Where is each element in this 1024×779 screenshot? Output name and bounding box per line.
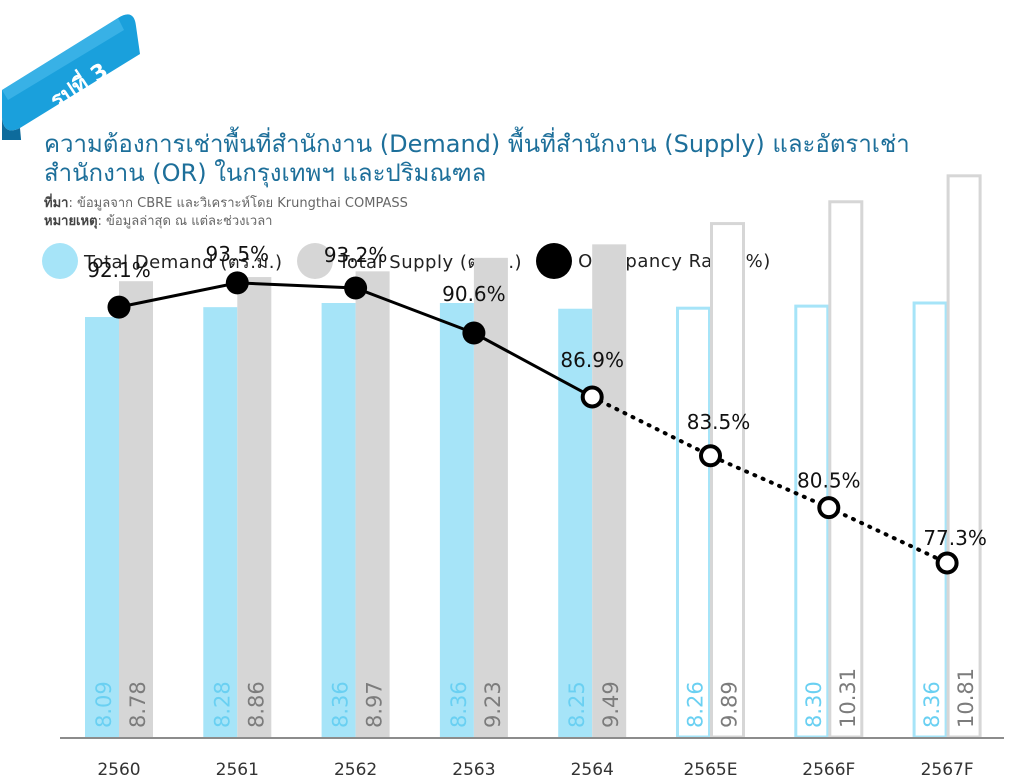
x-tick-label: 2560 [97, 760, 140, 779]
x-tick-label: 2566F [802, 760, 855, 779]
occupancy-point [699, 444, 722, 468]
supply-value-label: 10.31 [836, 668, 860, 728]
occupancy-point [107, 295, 131, 319]
supply-value-label: 8.97 [363, 681, 387, 728]
demand-bar [912, 301, 948, 739]
legend-item-demand: Total Demand (ตร.ม.) [42, 243, 283, 279]
occupancy-point [225, 271, 249, 295]
demand-value-label: 8.26 [684, 681, 708, 728]
supply-bar [355, 271, 390, 737]
occupancy-value-label: 80.5% [797, 469, 861, 493]
x-tick-label: 2565E [683, 760, 737, 779]
note-label: หมายเหตุ [44, 214, 98, 229]
demand-bar [321, 303, 356, 737]
occupancy-value-label: 86.9% [560, 348, 624, 372]
demand-bar [439, 303, 474, 737]
occupancy-point [462, 321, 486, 345]
occupancy-point [935, 551, 959, 575]
chart-title: ความต้องการเช่าพื้นที่สำนักงาน (Demand) … [44, 130, 910, 187]
supply-bar [946, 174, 982, 739]
demand-value-label: 8.36 [920, 681, 944, 728]
occupancy-point [817, 496, 841, 520]
demand-bar [85, 317, 119, 737]
occupancy-point [580, 385, 604, 409]
supply-value-label: 8.78 [126, 681, 150, 728]
source-label: ที่มา [44, 196, 69, 211]
demand-bar [676, 306, 711, 739]
supply-bar [710, 222, 745, 739]
demand-value-label: 8.25 [565, 681, 589, 728]
x-tick-label: 2567F [921, 760, 974, 779]
demand-bar [558, 308, 593, 737]
note-text: : ข้อมูลล่าสุด ณ แต่ละช่วงเวลา [97, 214, 273, 229]
occupancy-value-label: 93.5% [206, 242, 270, 266]
supply-bar [592, 244, 627, 737]
note-line: หมายเหตุ: ข้อมูลล่าสุด ณ แต่ละช่วงเวลา [44, 214, 272, 230]
supply-value-label: 9.89 [718, 681, 742, 728]
x-tick-label: 2564 [571, 760, 614, 779]
x-tick-label: 2562 [334, 760, 377, 779]
supply-value-label: 9.49 [599, 681, 623, 728]
occupancy-value-label: 92.1% [87, 258, 151, 282]
demand-value-label: 8.36 [329, 681, 353, 728]
occupancy-value-label: 93.2% [324, 243, 388, 267]
x-tick-label: 2561 [216, 760, 259, 779]
demand-bar [794, 304, 830, 739]
supply-bar [119, 281, 153, 737]
legend-swatch-occupancy [536, 243, 573, 279]
demand-value-label: 8.36 [447, 681, 471, 728]
source-text: : ข้อมูลจาก CBRE และวิเคราะห์โดย Krungth… [68, 196, 408, 211]
source-line: ที่มา: ข้อมูลจาก CBRE และวิเคราะห์โดย Kr… [44, 196, 408, 212]
occupancy-value-label: 90.6% [442, 282, 506, 306]
demand-bar [203, 307, 238, 737]
occupancy-value-label: 77.3% [923, 526, 987, 550]
occupancy-value-label: 83.5% [687, 410, 751, 434]
occupancy-point [344, 276, 368, 300]
legend-swatch-demand [42, 243, 78, 279]
x-tick-label: 2563 [452, 760, 495, 779]
supply-value-label: 8.86 [244, 681, 268, 728]
supply-bar [237, 277, 272, 737]
supply-value-label: 9.23 [481, 681, 505, 728]
demand-value-label: 8.09 [92, 681, 116, 728]
demand-value-label: 8.28 [210, 681, 234, 728]
figure-badge-ribbon [2, 14, 140, 140]
legend-label-demand: Total Demand (ตร.ม.) [84, 251, 283, 273]
demand-value-label: 8.30 [802, 681, 826, 728]
occupancy-line-forecast [590, 394, 950, 565]
legend-swatch-supply [296, 243, 333, 279]
supply-value-label: 10.81 [954, 668, 978, 728]
